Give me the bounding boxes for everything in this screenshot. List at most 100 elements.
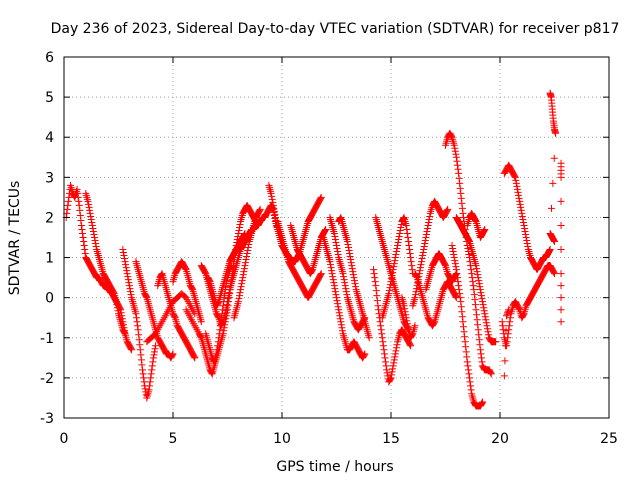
data-point [419,249,427,257]
data-point [220,294,228,302]
data-point [416,267,424,275]
data-point [501,342,509,350]
data-point [380,350,388,358]
data-point [214,342,222,350]
data-point [504,309,512,317]
data-point [76,206,84,214]
data-point [388,368,396,376]
data-point [342,288,350,296]
data-point [75,197,83,205]
data-point [458,313,466,321]
data-point [465,237,473,245]
data-point [338,324,346,332]
chart-title: Day 236 of 2023, Sidereal Day-to-day VTE… [51,21,620,37]
data-point [168,351,176,359]
series-s14 [274,217,325,302]
data-point [339,270,347,278]
data-point [317,271,325,279]
data-point [386,375,394,383]
data-point [396,226,404,234]
data-point [133,318,141,326]
data-point [331,288,339,296]
data-point [74,193,82,201]
data-point [120,252,128,260]
data-point [335,309,343,317]
data-point [379,338,387,346]
data-point [404,238,412,246]
data-point [218,310,226,318]
series-s16 [319,234,369,362]
data-point [459,209,467,217]
series-s27 [448,242,487,410]
data-point [557,270,565,278]
data-point [134,322,142,330]
data-point [124,273,132,281]
data-point [459,213,467,221]
x-tick-label: 10 [273,431,291,447]
data-point [390,263,398,271]
data-point [335,306,343,314]
data-point [467,382,475,390]
data-point [468,270,476,278]
data-point [451,144,459,152]
data-point [484,328,492,336]
data-point [552,129,560,137]
data-point [326,258,334,266]
data-point [392,251,400,259]
data-point [332,239,340,247]
data-point [392,248,400,256]
data-point [333,245,341,253]
data-point [512,179,520,187]
data-point [148,366,156,374]
data-point [504,334,512,342]
series-s29 [463,209,489,241]
data-point [483,325,491,333]
data-point [145,386,153,394]
data-point [474,271,482,279]
data-point [472,306,480,314]
data-points [62,89,565,410]
data-point [474,274,482,282]
data-point [482,319,490,327]
data-point [73,185,81,193]
data-point [126,285,134,293]
data-point [455,169,463,177]
data-point [121,258,129,266]
data-point [478,295,486,303]
data-point [234,229,242,237]
data-point [86,209,94,217]
data-point [557,197,565,205]
data-point [385,287,393,295]
data-point [245,241,253,249]
data-point [371,278,379,286]
data-point [126,288,134,296]
data-point [459,318,467,326]
data-point [402,314,410,322]
x-tick-label: 0 [60,431,69,447]
data-point [487,370,495,378]
data-point [243,253,251,261]
data-point [146,382,154,390]
data-point [235,295,243,303]
data-point [78,225,86,233]
data-point [451,147,459,155]
data-point [344,244,352,252]
data-point [217,318,225,326]
data-point [390,359,398,367]
data-point [322,225,330,233]
data-point [393,245,401,253]
data-point [70,192,78,200]
series-s11 [202,262,236,366]
data-point [420,243,428,251]
data-point [65,193,73,201]
data-point [150,348,158,356]
y-tick-label: 5 [45,90,54,106]
data-point [236,289,244,297]
data-point [465,374,473,382]
data-point [91,237,99,245]
data-point [467,266,475,274]
data-point [85,203,93,211]
data-point [75,201,83,209]
data-point [397,223,405,231]
